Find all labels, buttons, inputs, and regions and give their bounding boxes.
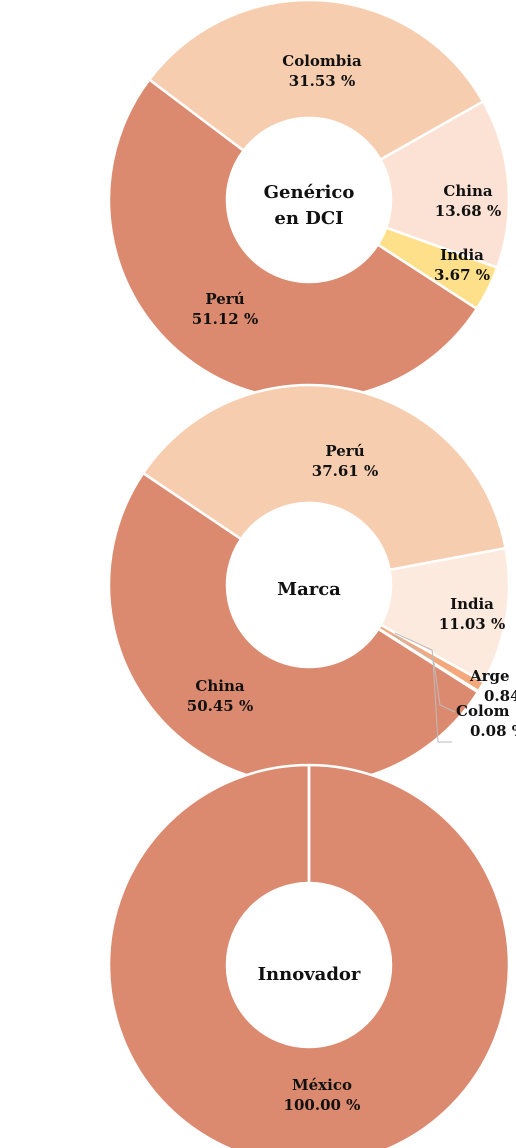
slice-label: Colom	[456, 702, 510, 720]
slice-value-label: 31.53 %	[289, 72, 355, 90]
slice-value-label: 13.68 %	[435, 202, 501, 220]
leader-line	[391, 633, 452, 743]
center-label: en DCI	[274, 208, 343, 229]
slice-label: Arge	[469, 667, 510, 685]
slice-label: Perú	[325, 442, 364, 460]
slice-value-label: 3.67 %	[434, 266, 490, 284]
slice-label: China	[195, 677, 244, 695]
slice-label: India	[450, 595, 494, 613]
slice-value-label: 50.45 %	[187, 697, 253, 715]
leader-line	[394, 632, 456, 713]
slice-label: Perú	[205, 290, 244, 308]
donut-slice	[141, 383, 508, 572]
center-label: Genérico	[264, 182, 355, 203]
slice-label: China	[443, 182, 492, 200]
center-label: Marca	[277, 579, 341, 600]
donut-slice	[378, 99, 511, 270]
center-label: Innovador	[258, 964, 361, 985]
slice-value-label: 11.03 %	[439, 615, 505, 633]
slice-value-label: 0.84 %	[484, 687, 516, 705]
slice-label: México	[292, 1076, 352, 1094]
slice-value-label: 37.61 %	[312, 462, 378, 480]
slice-value-label: 0.08 %	[470, 722, 516, 740]
slice-label: Colombia	[282, 52, 362, 70]
slice-value-label: 100.00 %	[284, 1096, 361, 1114]
donut-slice	[147, 0, 485, 162]
slice-value-label: 51.12 %	[192, 310, 258, 328]
slice-label: India	[440, 246, 484, 264]
donut-slice	[107, 763, 511, 1148]
